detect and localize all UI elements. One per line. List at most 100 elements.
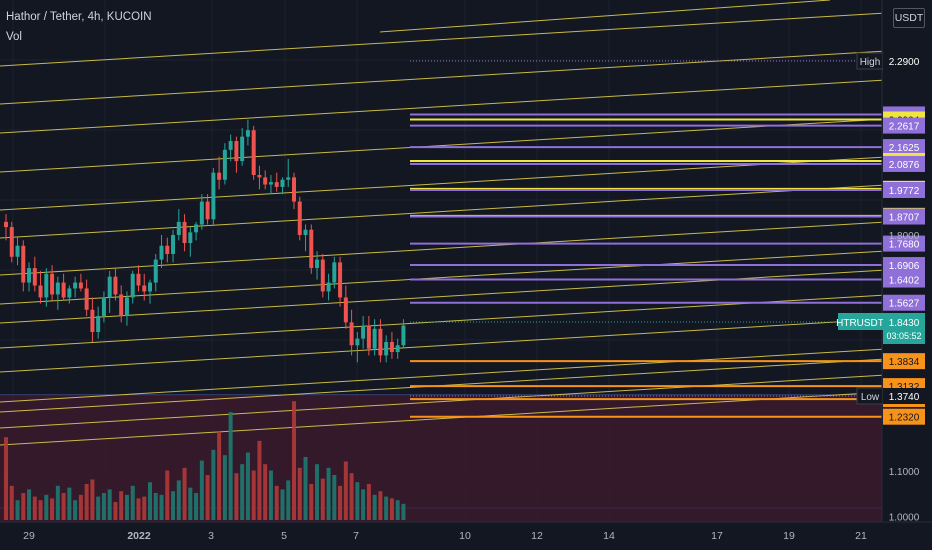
volume-bar	[263, 464, 268, 520]
candle	[222, 143, 227, 185]
volume-bar	[55, 485, 60, 520]
low-price-label[interactable]: Low 1.3740	[856, 387, 925, 405]
candle	[251, 125, 256, 180]
volume-bar	[159, 494, 164, 520]
candle	[297, 196, 302, 241]
price-level-label[interactable]: 1.3834	[883, 353, 925, 370]
volume-bar	[61, 493, 66, 520]
price-level-label[interactable]: 1.5627	[883, 294, 925, 311]
candle	[61, 273, 66, 301]
svg-text:1.5627: 1.5627	[889, 299, 920, 310]
candle	[268, 175, 273, 195]
trend-line	[0, 374, 883, 429]
volume-bar	[372, 494, 377, 520]
trend-line	[0, 391, 883, 446]
trend-line	[0, 348, 883, 403]
volume-bar	[228, 412, 233, 520]
volume-bar	[165, 470, 170, 520]
candle	[372, 319, 377, 356]
price-level-label[interactable]: 1.9772	[883, 182, 925, 199]
volume-bar	[343, 461, 348, 520]
candle	[349, 309, 354, 356]
volume-bar	[142, 496, 147, 520]
volume-bar	[27, 489, 32, 520]
candle	[228, 134, 233, 162]
price-level-label[interactable]: 1.6402	[883, 271, 925, 288]
volume-bar	[309, 484, 314, 520]
price-level-label[interactable]: 1.6906	[883, 257, 925, 274]
candle	[38, 270, 43, 304]
candle	[96, 306, 101, 339]
candle	[292, 172, 296, 210]
candle	[188, 227, 193, 257]
last-price-label[interactable]: HTRUSDT 1.8430 03:05:52	[836, 313, 925, 344]
candle	[315, 251, 320, 280]
volume-bar	[148, 482, 152, 520]
candle	[320, 254, 325, 298]
candle	[303, 224, 308, 252]
volume-bar	[280, 489, 285, 520]
volume-bar	[171, 491, 176, 520]
candle	[124, 291, 129, 326]
volume-bar	[245, 452, 250, 520]
volume-bar	[9, 485, 14, 520]
trend-line	[0, 318, 883, 373]
volume-bar	[153, 493, 158, 520]
price-level-label[interactable]: 1.2320	[883, 408, 925, 425]
price-level-label[interactable]: 2.2617	[883, 117, 925, 134]
volume-bar	[338, 485, 343, 520]
candle	[4, 214, 8, 241]
horizontal-levels	[410, 60, 882, 418]
volume-bar	[15, 500, 20, 520]
x-tick-label: 14	[603, 530, 615, 542]
candle	[366, 316, 371, 356]
volume-bar	[32, 496, 37, 520]
candle	[107, 270, 112, 313]
currency-button[interactable]: USDT	[893, 8, 925, 28]
x-tick-label: 2022	[127, 530, 151, 542]
candle	[67, 285, 72, 304]
volume-bar	[205, 475, 210, 520]
trend-line	[0, 250, 883, 305]
svg-text:1.3834: 1.3834	[889, 357, 920, 368]
candle	[217, 156, 222, 190]
time-axis[interactable]: 29 2022 3 5 7 10 12 14 17 19 21	[23, 530, 867, 542]
volume-bars	[4, 401, 406, 520]
candle	[326, 273, 331, 301]
volume-bar	[389, 498, 394, 520]
svg-text:1.8430: 1.8430	[889, 318, 920, 329]
volume-bar	[188, 487, 193, 520]
y-tick-label: 1.1000	[889, 467, 920, 478]
candle	[9, 221, 14, 263]
volume-bar	[136, 498, 141, 520]
price-level-label[interactable]: 2.1625	[883, 139, 925, 156]
price-level-label[interactable]: 1.7680	[883, 235, 925, 252]
candle	[280, 177, 285, 195]
price-level-label[interactable]: 2.0876	[883, 155, 925, 172]
trend-line	[0, 79, 883, 134]
volume-bar	[366, 484, 371, 520]
price-level-label[interactable]: 1.8707	[883, 208, 925, 225]
volume-bar	[303, 457, 308, 520]
x-tick-label: 17	[711, 530, 723, 542]
volume-bar	[124, 494, 129, 520]
x-tick-label: 10	[459, 530, 471, 542]
volume-bar	[222, 455, 227, 520]
volume-bar	[384, 496, 389, 520]
volume-bar	[355, 482, 360, 520]
svg-text:HTRUSDT: HTRUSDT	[836, 318, 884, 329]
volume-bar	[320, 478, 325, 520]
x-tick-label: 21	[855, 530, 867, 542]
svg-text:1.7680: 1.7680	[889, 240, 920, 251]
svg-text:1.6402: 1.6402	[889, 276, 920, 287]
x-tick-label: 29	[23, 530, 35, 542]
chart-title: Hathor / Tether, 4h, KUCOIN	[6, 11, 152, 23]
candle	[309, 224, 314, 274]
candle	[355, 332, 360, 363]
y-tick-label: 1.0000	[889, 513, 920, 524]
price-axis[interactable]: 2.31492.29042.26172.16252.10072.08761.98…	[836, 52, 925, 524]
high-price-label[interactable]: High 2.2900	[856, 52, 925, 70]
volume-label: Vol	[6, 31, 22, 43]
trend-line	[379, 0, 831, 33]
